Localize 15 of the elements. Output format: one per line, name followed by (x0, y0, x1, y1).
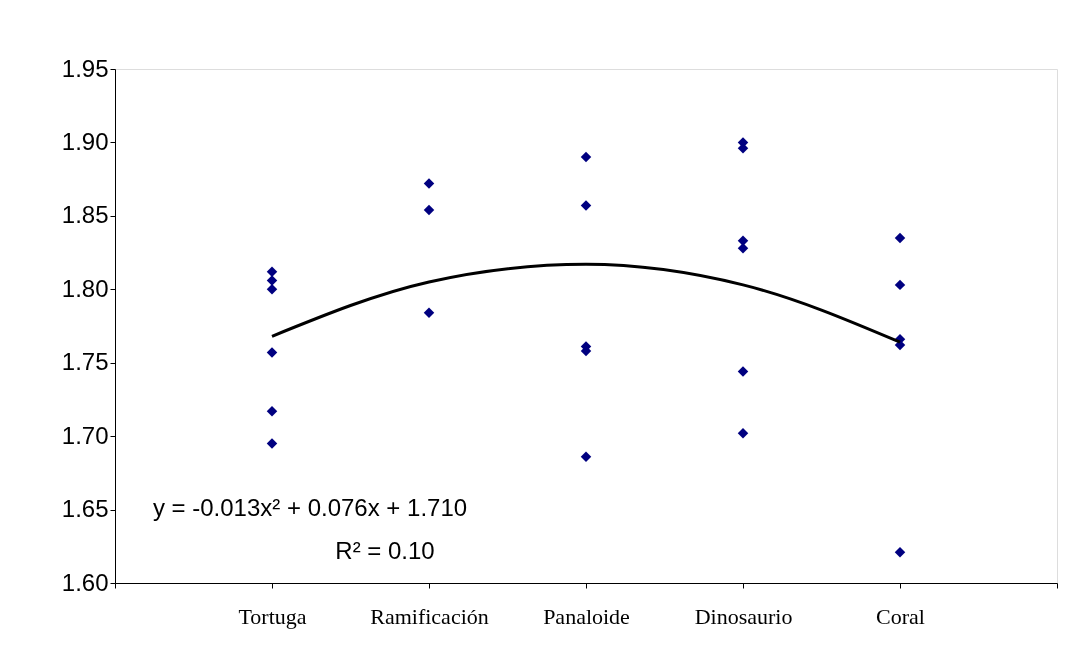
x-tick-label: Coral (876, 603, 925, 629)
x-tick-label: Dinosaurio (694, 603, 793, 629)
y-tick-label: 1.80 (61, 274, 109, 302)
x-tick-label: Tortuga (238, 603, 307, 629)
y-tick-label: 1.70 (61, 421, 109, 449)
annotation: R² = 0.10 (335, 537, 435, 564)
y-tick-label: 1.75 (61, 348, 109, 376)
annotation: y = -0.013x² + 0.076x + 1.710 (152, 494, 468, 521)
y-tick-label: 1.90 (61, 127, 109, 155)
x-tick-label: Ramificación (370, 603, 489, 629)
y-tick-label: 1.95 (61, 54, 109, 82)
x-tick-label: Panaloide (543, 603, 630, 629)
y-tick-label: 1.85 (61, 201, 109, 229)
y-tick-label: 1.65 (61, 495, 109, 523)
y-tick-label: 1.60 (61, 568, 109, 596)
